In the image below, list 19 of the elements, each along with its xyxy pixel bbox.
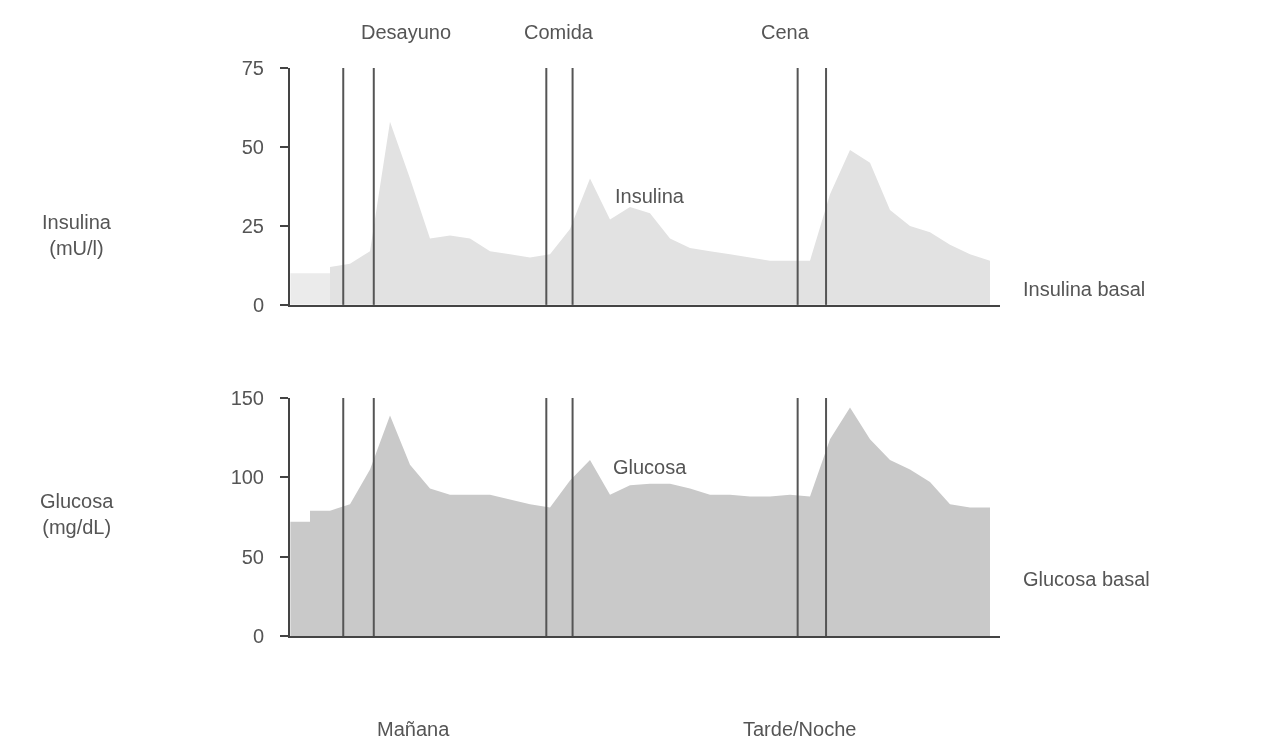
text: Comida [524, 21, 594, 43]
y-axis-title: Glucosa (mg/dL) [40, 490, 115, 538]
y-tick-label: 0 [252, 625, 264, 647]
y-tick-label: 150 [230, 387, 264, 410]
text: Mañana [377, 718, 451, 740]
band-label: Insulina basal [1023, 278, 1146, 300]
y-tick-label: 50 [241, 135, 264, 158]
y-tick-label: 100 [230, 466, 264, 489]
text: Cena [761, 21, 810, 43]
y-axis-title: Insulina (mU/l) [42, 211, 112, 259]
series-label: Glucosa [613, 456, 688, 478]
y-tick-label: 0 [252, 293, 264, 316]
band-label: Glucosa basal [1023, 568, 1150, 590]
text: Desayuno [361, 21, 452, 43]
y-tick-label: 50 [241, 545, 264, 568]
text: Tarde/Noche [743, 718, 857, 740]
series-label: Insulina [615, 185, 685, 207]
y-tick-label: 75 [241, 57, 264, 79]
y-tick-label: 25 [241, 214, 264, 237]
